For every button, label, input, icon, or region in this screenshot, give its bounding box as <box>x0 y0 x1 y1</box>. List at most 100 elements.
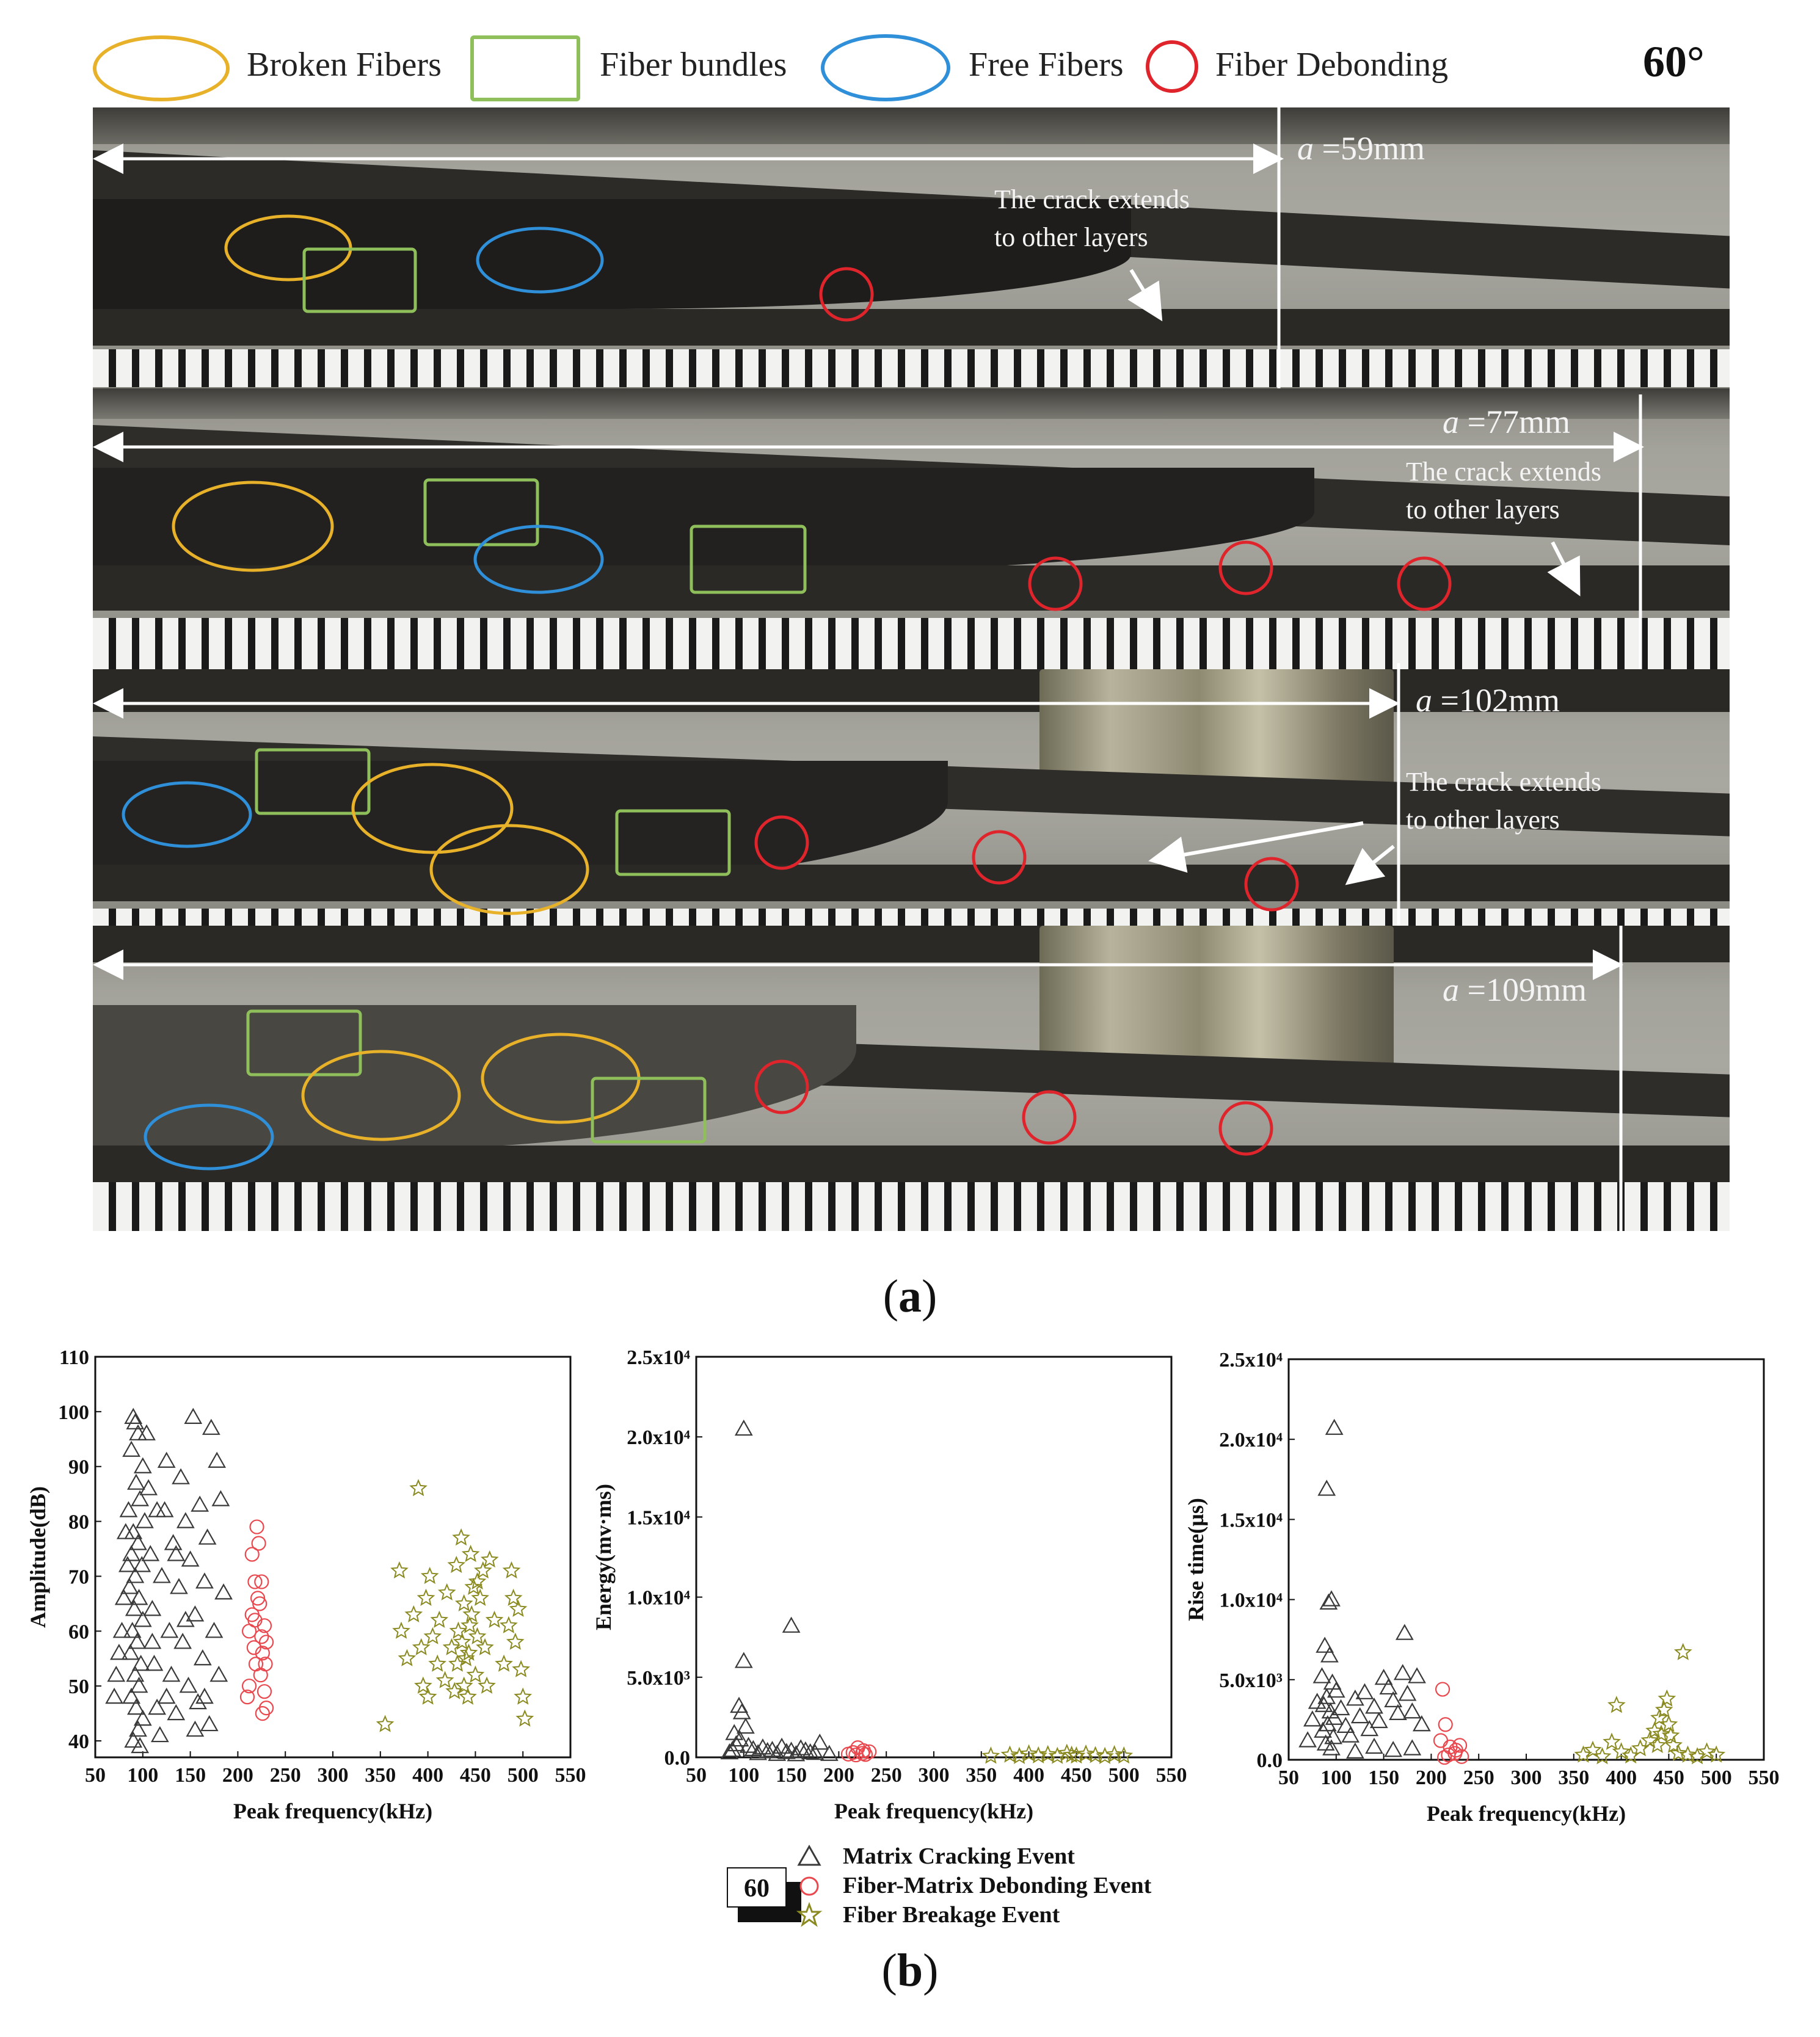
matrix-cracking-point <box>810 1734 829 1750</box>
debonding-point <box>257 1618 272 1633</box>
x-tick-label: 550 <box>1156 1764 1187 1787</box>
matrix-cracking-point <box>139 1479 158 1495</box>
fiber-bundle-marker <box>615 809 731 876</box>
caption-b: (b) <box>881 1945 939 1996</box>
x-tick-label: 50 <box>1278 1766 1299 1789</box>
crack-pointer-arrow-2 <box>1547 541 1581 597</box>
matrix-cracking-point <box>122 1440 141 1457</box>
fiber-breakage-point <box>459 1643 478 1661</box>
matrix-cracking-point <box>723 1740 742 1757</box>
energy-chart: 50 100 150 200 250 300 350 400 450 500 550 0.0 5.0x1… <box>591 1346 1187 1823</box>
fiber-bundle-marker <box>423 478 539 546</box>
x-axis-title: Peak frequency(kHz) <box>1427 1801 1626 1826</box>
fiber-breakage-point <box>468 1572 487 1590</box>
fiber-breakage-point <box>1659 1715 1678 1732</box>
fiber-bundle-marker <box>246 1009 362 1077</box>
y-tick-label: 110 <box>59 1346 89 1369</box>
fiber-breakage-point <box>460 1616 479 1633</box>
matrix-cracking-point <box>129 1534 147 1550</box>
matrix-cracking-point <box>1393 1664 1412 1680</box>
matrix-cracking-point <box>123 1622 142 1638</box>
matrix-cracking-point <box>730 1730 749 1747</box>
matrix-cracking-point <box>133 1611 152 1627</box>
fiber-breakage-point <box>454 1594 473 1612</box>
x-axis-title: Peak frequency(kHz) <box>834 1799 1033 1823</box>
matrix-cracking-point <box>186 1605 205 1622</box>
x-tick-label: 300 <box>919 1764 950 1787</box>
matrix-cracking-point <box>131 1737 150 1754</box>
fiber-breakage-point <box>398 1649 417 1666</box>
matrix-cracking-point <box>128 1633 147 1649</box>
fiber-debonding-marker <box>1397 556 1452 611</box>
matrix-cracking-point <box>734 1419 753 1436</box>
fiber-breakage-point <box>376 1715 395 1732</box>
fiber-breakage-point <box>1062 1745 1081 1763</box>
free-fibers-marker <box>144 1103 274 1171</box>
x-tick-label: 50 <box>85 1764 106 1787</box>
matrix-cracking-point <box>1403 1702 1422 1719</box>
fiber-debonding-marker <box>1244 857 1299 912</box>
matrix-cracking-point <box>133 1709 152 1726</box>
legend-matrix-cracking: Matrix Cracking Event <box>843 1843 1075 1869</box>
x-tick-label: 150 <box>175 1764 206 1787</box>
matrix-cracking-point <box>1395 1624 1414 1640</box>
matrix-cracking-point <box>112 1622 131 1638</box>
matrix-cracking-point <box>1389 1704 1407 1721</box>
matrix-cracking-point <box>1355 1683 1374 1699</box>
x-tick-label: 250 <box>270 1764 301 1787</box>
fiber-breakage-point <box>1593 1747 1612 1765</box>
matrix-cracking-point <box>1303 1710 1322 1727</box>
y-tick-label: 100 <box>58 1401 89 1424</box>
matrix-cracking-point <box>136 1512 154 1528</box>
y-tick-label: 2.0x10⁴ <box>627 1426 690 1449</box>
matrix-cracking-point <box>155 1501 174 1517</box>
matrix-cracking-point <box>124 1731 143 1748</box>
fiber-debonding-marker <box>1028 556 1083 611</box>
fiber-breakage-point <box>1658 1689 1676 1707</box>
fiber-breakage-point <box>1584 1740 1602 1758</box>
fiber-bundle-marker <box>690 525 807 594</box>
fiber-breakage-point <box>449 1621 468 1639</box>
matrix-cracking-point <box>167 1704 186 1721</box>
matrix-cracking-point <box>1350 1707 1369 1724</box>
x-tick-label: 50 <box>686 1764 707 1787</box>
fiber-debonding-marker <box>819 267 874 322</box>
matrix-cracking-point <box>1365 1698 1383 1714</box>
matrix-cracking-point <box>1384 1741 1403 1757</box>
fiber-breakage-point <box>471 1588 489 1607</box>
y-axis-title: Amplitude(dB) <box>26 1486 50 1628</box>
free-fibers-marker <box>122 781 252 848</box>
x-tick-label: 250 <box>1463 1766 1494 1789</box>
fiber-breakage-point <box>404 1605 423 1623</box>
matrix-cracking-point <box>150 1726 169 1743</box>
debonding-point <box>257 1684 272 1699</box>
fiber-breakage-point <box>454 1676 473 1694</box>
matrix-cracking-point <box>1346 1742 1364 1759</box>
matrix-cracking-point <box>176 1611 195 1627</box>
fiber-breakage-point <box>502 1561 521 1579</box>
x-tick-label: 200 <box>1416 1766 1447 1789</box>
y-tick-label: 5.0x10³ <box>1219 1669 1283 1692</box>
matrix-cracking-point <box>129 1424 147 1440</box>
x-tick-label: 450 <box>1653 1766 1684 1789</box>
x-tick-label: 350 <box>966 1764 997 1787</box>
matrix-cracking-point <box>143 1600 162 1616</box>
matrix-cracking-point <box>1308 1693 1327 1709</box>
debonding-point <box>241 1679 257 1694</box>
crack-length-label-4: a =109mm <box>1443 971 1587 1008</box>
fiber-breakage-point <box>504 1588 523 1607</box>
matrix-cracking-point <box>157 1451 176 1468</box>
fiber-bundle-marker <box>302 247 417 313</box>
matrix-cracking-point <box>737 1717 755 1734</box>
fiber-breakage-point <box>1669 1743 1687 1762</box>
legend-label-broken-fibers: Broken Fibers <box>247 46 442 84</box>
matrix-cracking-point <box>143 1633 162 1649</box>
crack-pointer-arrow-4 <box>1345 844 1395 885</box>
matrix-cracking-point <box>777 1743 796 1759</box>
fiber-debonding-legend-icon <box>1146 40 1198 93</box>
debonding-legend-icon <box>799 1876 819 1896</box>
matrix-cracking-point <box>1317 1480 1336 1496</box>
matrix-cracking-point <box>195 1687 214 1704</box>
fiber-breakage-point <box>437 1583 456 1600</box>
matrix-cracking-point <box>126 1665 145 1682</box>
